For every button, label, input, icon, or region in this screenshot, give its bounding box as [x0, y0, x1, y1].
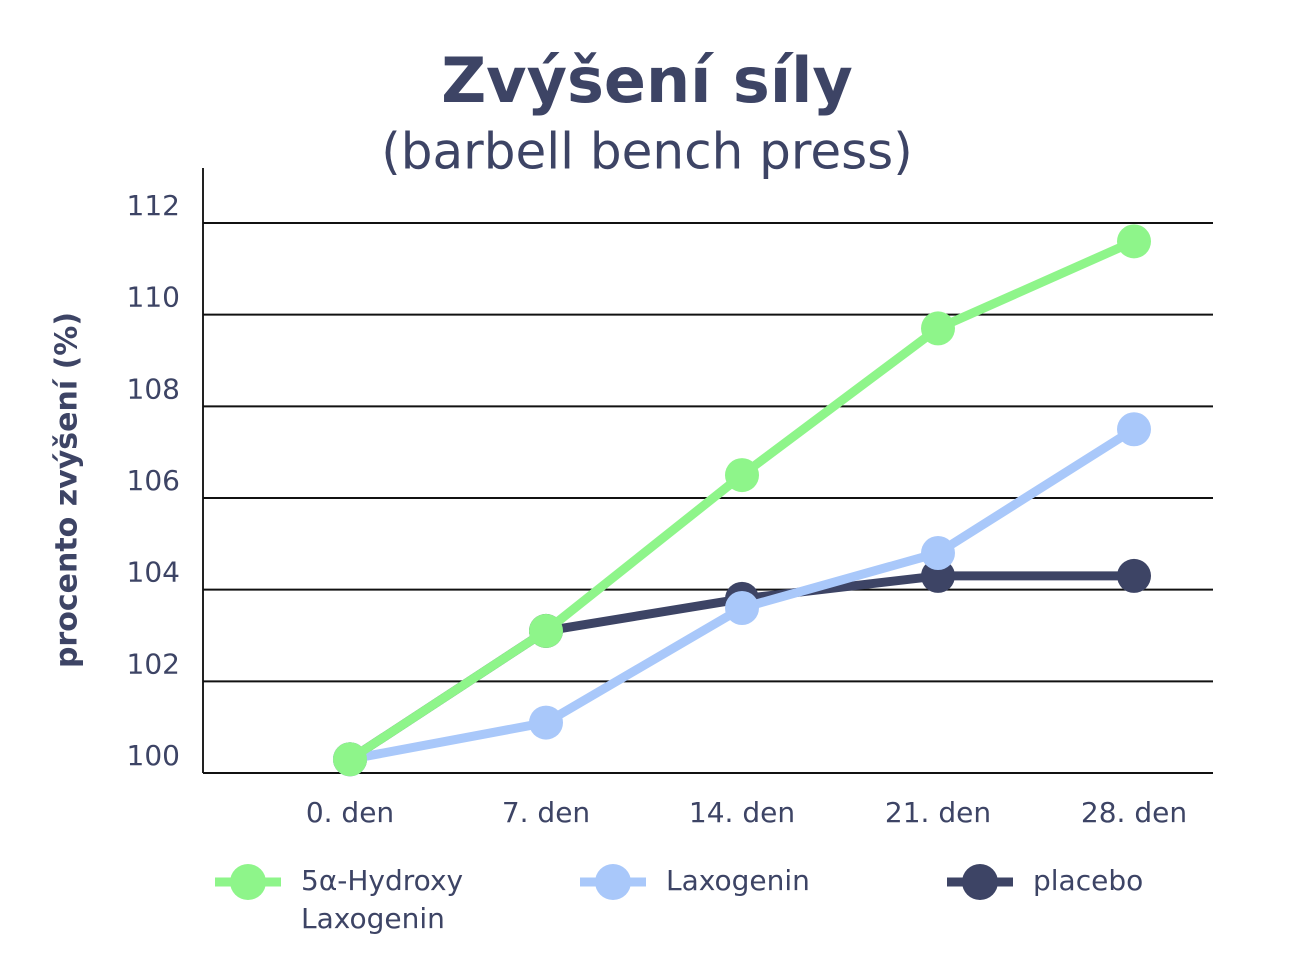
- data-point: [529, 613, 563, 648]
- x-tick-label: 0. den: [306, 796, 394, 829]
- data-point: [921, 311, 955, 346]
- y-tick-label: 104: [127, 556, 180, 589]
- y-tick-label: 112: [127, 189, 180, 222]
- data-point: [725, 591, 759, 625]
- data-point: [1117, 558, 1151, 593]
- y-tick-label: 102: [127, 647, 180, 680]
- x-tick-label: 21. den: [885, 796, 991, 829]
- x-tick-label: 7. den: [502, 796, 590, 829]
- legend-marker: [962, 864, 998, 900]
- legend-label: 5α-Hydroxy Laxogenin: [301, 864, 464, 935]
- y-tick-label: 106: [127, 464, 180, 497]
- data-point: [921, 536, 955, 570]
- x-tick-label: 28. den: [1081, 796, 1187, 829]
- data-point: [333, 742, 367, 777]
- y-tick-label: 108: [127, 372, 180, 405]
- data-point: [1117, 224, 1151, 259]
- data-point: [725, 458, 759, 493]
- y-axis-label: procento zvýšení (%): [50, 312, 85, 668]
- data-point: [1117, 412, 1151, 447]
- x-tick-label: 14. den: [689, 796, 795, 829]
- data-point: [529, 705, 563, 740]
- chart-title: Zvýšení síly: [441, 44, 853, 117]
- legend-label: placebo: [1033, 864, 1144, 897]
- legend-label: Laxogenin: [666, 864, 810, 897]
- y-tick-label: 100: [127, 739, 180, 772]
- legend-marker: [595, 864, 631, 900]
- legend-marker: [230, 864, 266, 900]
- y-tick-label: 110: [127, 281, 180, 314]
- chart-subtitle: (barbell bench press): [381, 123, 912, 181]
